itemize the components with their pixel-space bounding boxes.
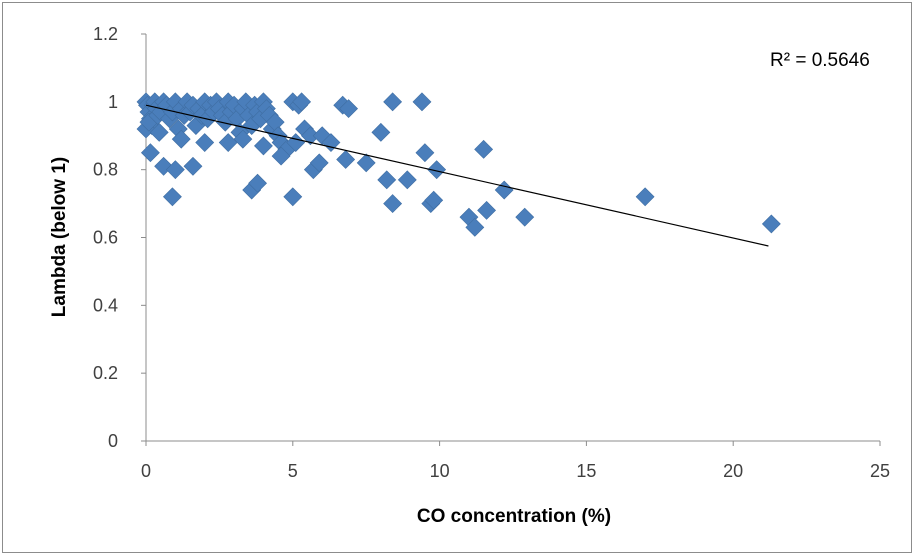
data-point [292,92,312,112]
y-axis-title: Lambda (below 1) [49,157,70,317]
data-point [377,170,397,190]
data-point [171,129,191,149]
data-point [165,160,185,180]
x-tick-label: 10 [430,461,450,481]
data-point [494,180,514,200]
data-point [515,207,535,227]
data-point [309,153,329,173]
x-tick-label: 20 [723,461,743,481]
y-tick-label: 0.8 [93,160,118,180]
y-tick-label: 0 [108,431,118,451]
data-points [136,92,781,237]
y-tick-label: 0.2 [93,363,118,383]
data-point [371,122,391,142]
data-point [283,187,303,207]
data-point [286,133,306,152]
data-point [271,146,291,166]
data-point [336,150,356,169]
data-point [415,143,435,163]
data-point [477,200,497,220]
data-point [140,143,160,163]
data-point [321,133,341,152]
data-point [195,133,215,152]
data-point [254,136,273,156]
y-tick-label: 1.2 [93,24,118,44]
x-axis-title: CO concentration (%) [417,506,611,527]
data-point [356,153,376,173]
data-point [465,217,485,237]
x-tick-label: 25 [870,461,890,481]
data-point [233,129,253,149]
plot-area: 0 5 10 15 20 25 0 0.2 0.4 0.6 0.8 1 1.2 [93,24,890,481]
data-point [383,92,403,112]
data-point [183,156,203,176]
data-point [149,122,169,142]
data-point [248,173,267,193]
trendline [145,104,769,247]
x-tick-label: 15 [576,461,596,481]
r-squared-label: R² = 0.5646 [770,50,870,71]
data-point [397,170,417,190]
data-point [162,187,182,207]
data-point [339,99,359,119]
data-point [427,160,447,180]
data-point [761,214,781,234]
x-tick-label: 5 [288,461,298,481]
x-tick-label: 0 [141,461,151,481]
y-tick-label: 1 [108,92,118,112]
y-tick-label: 0.6 [93,228,118,248]
data-point [474,139,494,159]
data-point [424,190,444,210]
data-point [635,187,655,207]
y-tick-label: 0.4 [93,295,118,315]
data-point [383,194,403,214]
data-point [412,92,432,112]
